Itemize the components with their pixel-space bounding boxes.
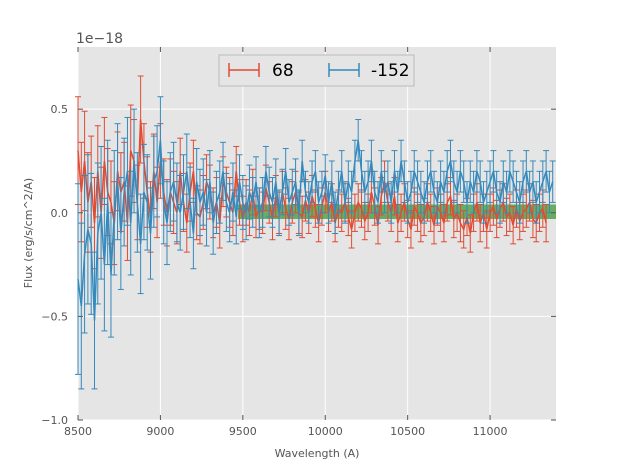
series-layer [75, 75, 556, 390]
y-tick-label: 0.0 [51, 207, 69, 220]
legend-entry-68: 68 [228, 61, 294, 81]
y-axis-label: Flux (erg/s/cm^2/A) [22, 178, 35, 288]
y-tick-label: −1.0 [41, 414, 68, 427]
axis-ticks: 8500 9000 9500 10000 10500 11000 −1.0 −0.5 0.0 0.… [41, 47, 556, 438]
legend-label-68: 68 [272, 61, 294, 81]
legend: 68 -152 [218, 54, 415, 87]
x-tick-label: 10500 [390, 425, 425, 438]
x-axis-label: Wavelength (A) [275, 447, 360, 460]
x-tick-label: 11000 [473, 425, 508, 438]
y-tick-label: −0.5 [41, 310, 68, 323]
series-line [77, 140, 554, 321]
x-tick-label: 9000 [146, 425, 174, 438]
plot-background [78, 47, 556, 420]
y-tick-label: 0.5 [51, 103, 69, 116]
legend-label-152: -152 [371, 61, 410, 81]
series-minus-152 [75, 96, 556, 390]
x-tick-label: 8500 [64, 425, 92, 438]
x-tick-label: 9500 [229, 425, 257, 438]
x-tick-label: 10000 [308, 425, 343, 438]
legend-entry-152: -152 [328, 61, 410, 81]
y-offset-label: 1e−18 [76, 31, 123, 47]
